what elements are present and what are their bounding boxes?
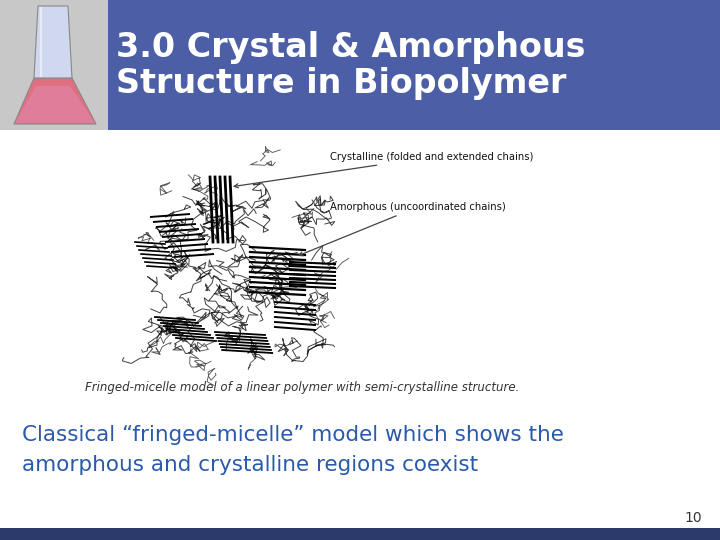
Polygon shape [34, 6, 72, 78]
Polygon shape [15, 86, 95, 123]
Text: 10: 10 [685, 511, 702, 525]
Text: Amorphous (uncoordinated chains): Amorphous (uncoordinated chains) [299, 202, 505, 256]
Text: Crystalline (folded and extended chains): Crystalline (folded and extended chains) [234, 152, 534, 188]
Polygon shape [14, 78, 96, 124]
Bar [0, 528, 720, 540]
Bar [0, 0, 108, 130]
Text: Fringed-micelle model of a linear polymer with semi-crystalline structure.: Fringed-micelle model of a linear polyme… [85, 381, 519, 394]
Text: Classical “fringed-micelle” model which shows the: Classical “fringed-micelle” model which … [22, 425, 564, 445]
Bar [0, 0, 720, 130]
Text: amorphous and crystalline regions coexist: amorphous and crystalline regions coexis… [22, 455, 478, 475]
Text: 3.0 Crystal & Amorphous: 3.0 Crystal & Amorphous [116, 30, 585, 64]
Text: Structure in Biopolymer: Structure in Biopolymer [116, 66, 567, 99]
